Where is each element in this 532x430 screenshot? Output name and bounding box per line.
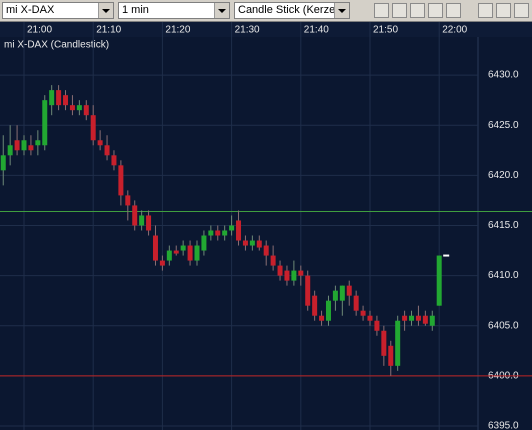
candle-body xyxy=(249,240,255,246)
x-tick-label: 21:50 xyxy=(373,25,398,36)
candle-body xyxy=(139,215,145,226)
candle-body xyxy=(263,245,269,256)
interval-select[interactable]: 1 min xyxy=(118,2,230,19)
candle-body xyxy=(21,140,27,151)
candle-body xyxy=(409,315,415,321)
candle-body xyxy=(56,90,62,106)
candle-body xyxy=(429,315,435,326)
candle-body xyxy=(402,315,408,321)
chart: mi X-DAX (Candlestick) 6395.06400.06405.… xyxy=(0,22,532,430)
candle-body xyxy=(388,345,394,366)
y-tick-label: 6410.0 xyxy=(488,270,519,281)
x-tick-label: 21:00 xyxy=(27,25,52,36)
candle-body xyxy=(305,275,311,306)
candle-body xyxy=(395,320,401,366)
x-tick-label: 22:00 xyxy=(442,25,467,36)
candle-body xyxy=(242,240,248,246)
candle-body xyxy=(166,250,172,261)
candle-body xyxy=(104,145,110,156)
x-tick-label: 21:10 xyxy=(96,25,121,36)
candle-body xyxy=(63,95,69,106)
tool-button[interactable] xyxy=(478,3,493,18)
candle-body xyxy=(0,155,6,171)
tool-button[interactable] xyxy=(392,3,407,18)
candle-body xyxy=(339,285,345,301)
candle-body xyxy=(173,250,179,254)
candle-body xyxy=(332,290,338,301)
y-tick-label: 6425.0 xyxy=(488,120,519,131)
candle-body xyxy=(325,300,331,321)
candle-body xyxy=(7,145,13,156)
y-tick-label: 6430.0 xyxy=(488,70,519,81)
candle-body xyxy=(367,315,373,321)
candle-body xyxy=(256,240,262,248)
interval: 1 min xyxy=(122,4,149,16)
candle-body xyxy=(360,310,366,316)
candle-body xyxy=(298,270,304,276)
candle-body xyxy=(35,140,41,146)
candle-body xyxy=(28,145,34,151)
y-tick-label: 6420.0 xyxy=(488,170,519,181)
candle-body xyxy=(69,105,75,111)
x-tick-label: 21:30 xyxy=(235,25,260,36)
candle-body xyxy=(346,285,352,296)
symbol-select[interactable]: mi X-DAX xyxy=(2,2,114,19)
x-tick-label: 21:40 xyxy=(304,25,329,36)
candle-body xyxy=(291,270,297,281)
candle-body xyxy=(194,245,200,261)
candle-body xyxy=(42,100,48,146)
candle-body xyxy=(152,235,158,261)
candle-body xyxy=(208,230,214,236)
toolbar: mi X-DAX 1 min Candle Stick (Kerze xyxy=(0,0,532,22)
candle-body xyxy=(201,235,207,251)
candle-body xyxy=(125,195,131,206)
candle-body xyxy=(422,315,428,324)
candle-body xyxy=(146,215,152,231)
candle-body xyxy=(229,225,235,231)
candle-body xyxy=(236,220,242,241)
y-tick-label: 6395.0 xyxy=(488,421,519,430)
candle-body xyxy=(353,295,359,311)
candle-body xyxy=(118,165,124,196)
x-tick-label: 21:20 xyxy=(165,25,190,36)
chart-type-select[interactable]: Candle Stick (Kerze xyxy=(234,2,350,19)
tool-button[interactable] xyxy=(428,3,443,18)
candle-body xyxy=(14,140,20,151)
chart-title: mi X-DAX (Candlestick) xyxy=(4,40,109,51)
y-tick-label: 6405.0 xyxy=(488,320,519,331)
candle-body xyxy=(111,155,117,166)
tool-button[interactable] xyxy=(374,3,389,18)
candle-body xyxy=(132,205,138,226)
candle-body xyxy=(97,140,103,146)
symbol: mi X-DAX xyxy=(6,4,55,16)
tool-button[interactable] xyxy=(446,3,461,18)
candle-body xyxy=(415,315,421,321)
candle-body xyxy=(381,330,387,356)
candle-body xyxy=(436,255,442,306)
candle-body xyxy=(215,230,221,236)
candle-body xyxy=(312,295,318,316)
candle-body xyxy=(76,105,82,111)
candle-body xyxy=(270,255,276,266)
candle-body xyxy=(90,115,96,141)
candle-body xyxy=(222,230,228,236)
y-tick-label: 6415.0 xyxy=(488,220,519,231)
candle-body xyxy=(284,270,290,281)
candle-body xyxy=(83,105,89,116)
tool-button[interactable] xyxy=(514,3,529,18)
candle-body xyxy=(374,320,380,331)
tool-button[interactable] xyxy=(496,3,511,18)
tool-button[interactable] xyxy=(410,3,425,18)
candle-body xyxy=(277,265,283,276)
candle-body xyxy=(187,245,193,261)
candle-body xyxy=(159,260,165,266)
candle-body xyxy=(319,315,325,321)
candle-body xyxy=(49,90,55,106)
chart-type: Candle Stick (Kerze xyxy=(238,4,336,16)
candle-body xyxy=(180,245,186,251)
time-axis-band xyxy=(0,22,532,37)
